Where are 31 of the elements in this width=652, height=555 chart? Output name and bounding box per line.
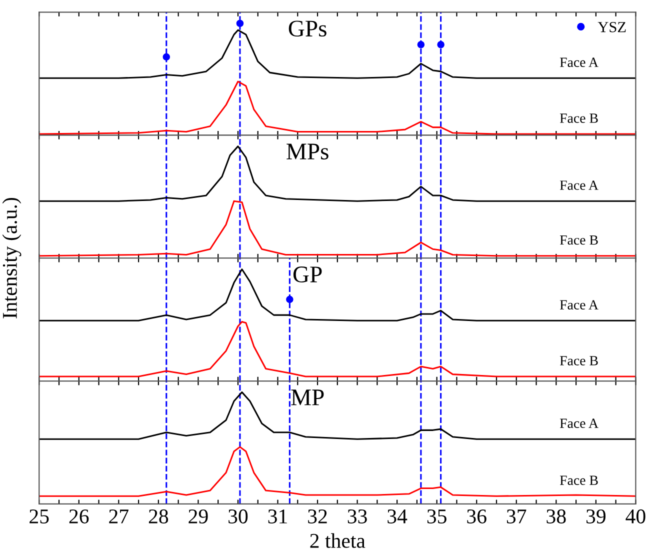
series-label: Face B (560, 356, 598, 366)
x-tick-label: 38 (546, 509, 566, 524)
series-label: Face A (560, 418, 598, 428)
x-tick-label: 29 (188, 509, 208, 524)
x-axis-title: 2 theta (310, 533, 366, 548)
x-tick-label: 28 (148, 509, 168, 524)
x-tick-label: 35 (427, 509, 446, 524)
x-tick-label: 30 (228, 509, 248, 524)
x-tick-label: 27 (109, 509, 128, 524)
x-tick-label: 31 (268, 509, 287, 524)
x-tick-label: 34 (388, 509, 408, 524)
x-tick-label: 40 (626, 509, 646, 524)
x-tick-label: 36 (467, 509, 486, 524)
y-axis-title: Intensity (a.u.) (2, 198, 22, 318)
x-tick-label: 32 (308, 509, 327, 524)
series-label: Face B (560, 235, 598, 245)
series-label: Face A (560, 180, 598, 190)
series-label: Face B (560, 476, 598, 485)
x-tick-label: 37 (506, 509, 526, 524)
legend-label: YSZ (598, 22, 626, 32)
chart-title: GPs (288, 20, 326, 37)
x-tick-label: 25 (30, 509, 49, 524)
x-tick-label: 33 (348, 509, 367, 524)
chart-title: MP (291, 390, 324, 406)
series-label: Face A (560, 300, 598, 310)
series-label: Face A (560, 58, 598, 67)
series-label: Face B (560, 114, 598, 123)
x-tick-label: 26 (69, 509, 89, 524)
x-tick-label: 39 (586, 509, 606, 524)
chart-title: MPs (286, 144, 328, 160)
chart-title: GP (293, 266, 322, 282)
